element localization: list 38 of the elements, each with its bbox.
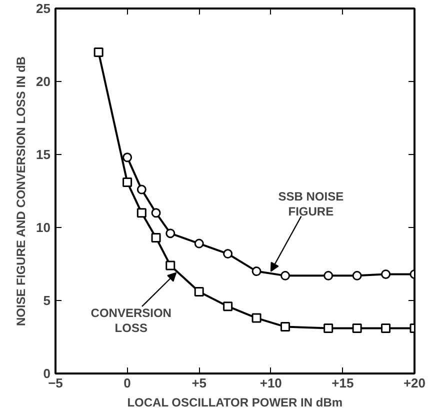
point — [381, 269, 391, 279]
point — [166, 228, 176, 238]
x-tick-label: +20 — [403, 376, 426, 390]
y-axis-title: NOISE FIGURE AND CONVERSION LOSS IN dB — [14, 56, 28, 326]
point — [94, 48, 104, 58]
point — [352, 270, 362, 280]
point — [324, 270, 334, 280]
point — [136, 208, 146, 218]
y-tick-label: 0 — [43, 366, 51, 381]
point — [280, 322, 290, 332]
point — [280, 270, 290, 280]
point — [223, 302, 233, 312]
point — [194, 238, 204, 248]
y-tick-label: 25 — [36, 1, 51, 16]
point — [194, 286, 204, 296]
y-tick-label: 5 — [43, 293, 51, 308]
point — [324, 323, 334, 333]
x-axis-title: LOCAL OSCILLATOR POWER IN dBm — [127, 396, 343, 410]
annotation: SSB NOISE FIGURE — [278, 189, 344, 218]
annotation: CONVERSION LOSS — [90, 306, 172, 335]
point — [122, 152, 132, 162]
point — [381, 323, 391, 333]
point — [166, 260, 176, 270]
point — [136, 184, 146, 194]
point — [252, 266, 262, 276]
point — [151, 232, 161, 242]
x-tick-label: +15 — [332, 376, 354, 390]
point — [352, 323, 362, 333]
point — [122, 177, 132, 187]
y-tick-label: 10 — [36, 220, 51, 235]
x-tick-label: +5 — [192, 376, 207, 390]
x-tick-label: 0 — [124, 376, 131, 390]
point — [151, 208, 161, 218]
y-tick-label: 20 — [36, 74, 51, 89]
point — [223, 249, 233, 259]
x-tick-label: +10 — [260, 376, 282, 390]
point — [252, 313, 262, 323]
y-tick-label: 15 — [36, 147, 51, 162]
